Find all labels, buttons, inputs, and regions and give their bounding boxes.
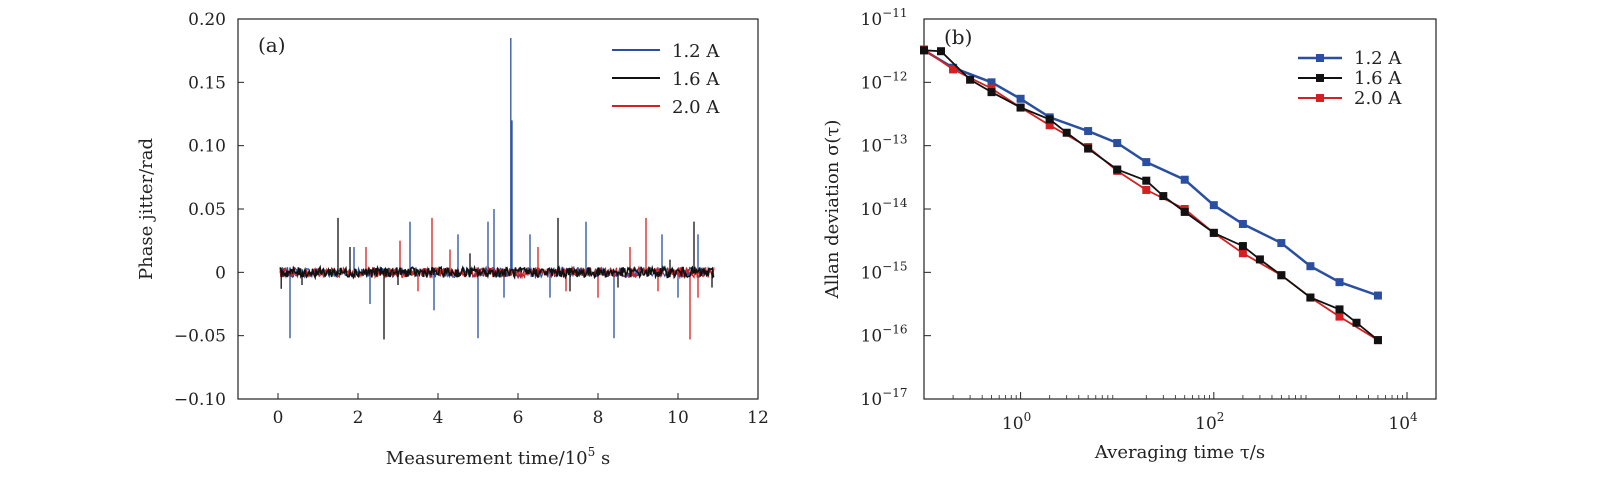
panel-b-series-group (920, 45, 1382, 345)
panel-b-x-ticks: 100 102 104 (952, 392, 1418, 434)
series-b-point (1113, 139, 1122, 148)
series-b-point (1335, 312, 1344, 321)
panel-a-x-tick-label: 4 (433, 408, 444, 428)
series-b-point (1352, 318, 1361, 327)
series-b-point (1277, 271, 1286, 280)
series-b-point (920, 46, 928, 55)
series-b-point (1045, 121, 1054, 130)
legend-b-marker-3 (1316, 94, 1324, 102)
panel-a-x-ticks: 0 2 4 6 8 10 12 (273, 393, 769, 428)
series-b-point (987, 88, 996, 97)
series-b-point (1084, 144, 1093, 153)
series-b-point (1180, 207, 1189, 216)
panel-a-x-tick-label: 12 (747, 408, 769, 428)
panel-b-y-tick-label: 10−12 (861, 69, 908, 93)
series-b-point (1238, 219, 1247, 228)
panel-b-y-tick-label: 10−15 (861, 259, 908, 283)
panel-b-y-tick-label: 10−13 (861, 133, 908, 157)
panel-b-y-ticks: 10−17 10−16 10−15 10−14 10−13 10−12 10−11 (861, 6, 931, 410)
series-b-point (1142, 185, 1151, 194)
panel-b-y-tick-label: 10−14 (861, 196, 908, 220)
panel-a-x-axis-label: Measurement time/105 s (386, 445, 610, 469)
series-b-point (987, 78, 996, 87)
panel-a-x-tick-label: 8 (593, 408, 604, 428)
panel-b-label: (b) (944, 25, 972, 49)
legend-b-label-2: 1.6 A (1354, 68, 1402, 89)
series-b-point (1306, 262, 1315, 271)
panel-a-y-tick-label: 0.15 (188, 73, 226, 93)
panel-a-series-group (279, 38, 715, 340)
legend-a-label-3: 2.0 A (672, 97, 720, 118)
panel-b-x-tick-label: 102 (1195, 410, 1224, 434)
series-b-point (1255, 255, 1264, 264)
panel-a-phase-jitter-chart: 0 2 4 6 8 10 12 −0.10 −0.05 0 0.05 0.10 0.15 0.20 (a… (136, 10, 769, 469)
panel-a-y-tick-label: 0.10 (188, 137, 226, 157)
series-b-point (1277, 239, 1286, 248)
series-b-point (937, 47, 946, 56)
series-b-point (1373, 336, 1382, 345)
panel-a-legend: 1.2 A 1.6 A 2.0 A (612, 41, 720, 118)
series-b-point (1142, 158, 1151, 167)
panel-a-y-tick-label: −0.05 (174, 327, 226, 347)
series-b-point (966, 75, 975, 84)
series-b-point (1335, 305, 1344, 314)
series-b-point (1180, 175, 1189, 184)
series-b-point (1062, 128, 1071, 137)
panel-a-x-tick-label: 6 (513, 408, 524, 428)
panel-b-legend: 1.2 A 1.6 A 2.0 A (1298, 48, 1402, 109)
series-b-point (1209, 201, 1218, 210)
series-b-point (1238, 249, 1247, 258)
series-b-1-6-A-line (923, 49, 1379, 341)
panel-a-x-tick-label: 2 (353, 408, 364, 428)
series-b-point (1159, 192, 1168, 201)
panel-b-y-tick-label: 10−16 (861, 323, 908, 347)
panel-a-y-axis-label: Phase jitter/rad (136, 138, 157, 280)
series-a-1-6-A-baseline (279, 264, 715, 281)
series-b-point (1016, 94, 1025, 103)
legend-a-label-2: 1.6 A (672, 69, 720, 90)
legend-b-label-3: 2.0 A (1354, 88, 1402, 109)
panel-b-x-tick-label: 104 (1388, 410, 1418, 434)
panel-a-x-tick-label: 0 (273, 408, 284, 428)
panel-b-allan-deviation-chart: 100 102 104 10−17 10−16 10−15 10−14 10−13 10−12… (822, 6, 1437, 463)
legend-b-marker-2 (1316, 74, 1324, 82)
series-b-point (1113, 165, 1122, 174)
series-b-point (1045, 115, 1054, 124)
series-b-point (1209, 228, 1218, 237)
legend-a-label-1: 1.2 A (672, 41, 720, 62)
series-b-point (1335, 278, 1344, 287)
panel-b-y-tick-label: 10−11 (861, 6, 908, 30)
series-b-point (1373, 291, 1382, 300)
panel-a-x-tick-label: 10 (667, 408, 689, 428)
legend-b-marker-1 (1316, 54, 1324, 62)
series-b-point (949, 65, 958, 74)
panel-b-x-axis-label: Averaging time τ/s (1094, 442, 1265, 463)
panel-b-y-tick-label: 10−17 (861, 386, 908, 410)
panel-a-y-tick-label: −0.10 (174, 390, 226, 410)
panel-b-x-tick-label: 100 (1002, 410, 1031, 434)
series-b-point (1142, 176, 1151, 185)
series-b-point (1238, 242, 1247, 251)
panel-a-y-tick-label: 0 (215, 263, 226, 283)
panel-a-y-tick-label: 0.05 (188, 200, 226, 220)
panel-b-y-axis-label: Allan deviation σ(τ) (822, 120, 843, 300)
series-b-point (1016, 103, 1025, 112)
legend-b-label-1: 1.2 A (1354, 48, 1402, 69)
panel-a-y-tick-label: 0.20 (188, 10, 226, 30)
panel-a-y-ticks: −0.10 −0.05 0 0.05 0.10 0.15 0.20 (174, 10, 244, 410)
panel-a-label: (a) (258, 33, 286, 57)
series-b-point (1084, 127, 1093, 136)
series-b-point (1306, 293, 1315, 302)
